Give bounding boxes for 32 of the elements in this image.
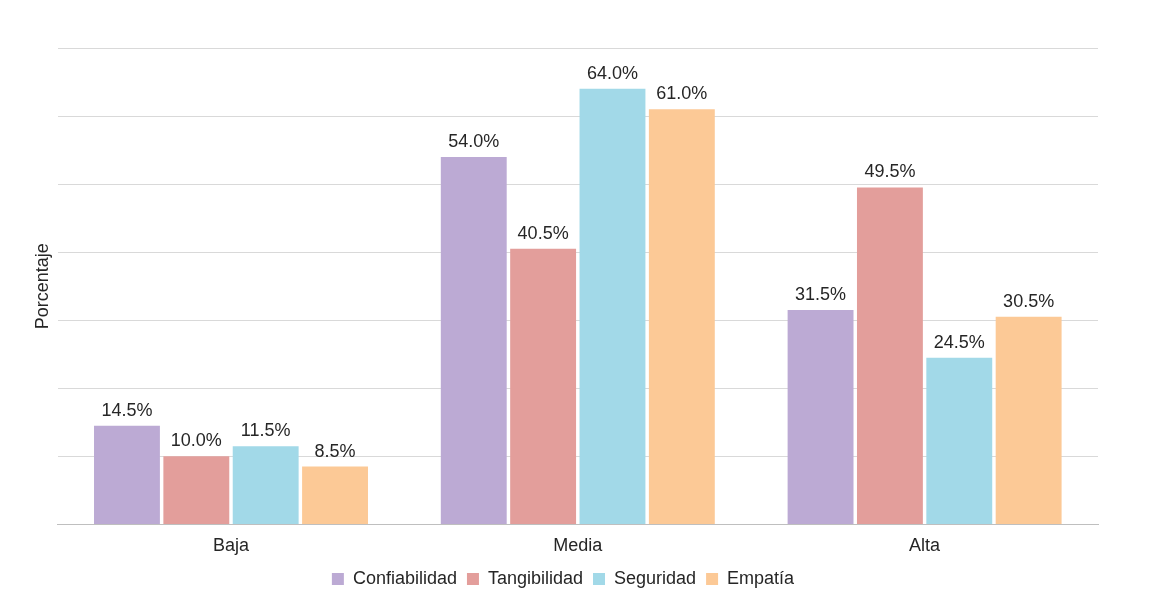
bar	[926, 357, 993, 524]
data-label: 64.0%	[586, 62, 638, 83]
data-label: 31.5%	[795, 283, 847, 304]
legend-label: Empatía	[727, 567, 796, 588]
bar	[163, 456, 230, 524]
data-label: 24.5%	[933, 331, 985, 352]
bar	[302, 466, 368, 524]
bar	[440, 156, 507, 524]
x-tick-label: Alta	[909, 535, 942, 556]
bar	[856, 187, 923, 524]
y-axis-title: Porcentaje	[31, 243, 52, 330]
bar	[94, 425, 160, 524]
data-label: 40.5%	[517, 222, 569, 243]
data-label: 8.5%	[314, 440, 356, 461]
legend-label: Confiabilidad	[352, 567, 457, 588]
bar	[995, 316, 1062, 524]
bar	[787, 310, 854, 524]
data-label: 61.0%	[656, 83, 708, 104]
x-tick-label: Media	[553, 535, 604, 556]
x-tick-label: Baja	[212, 535, 250, 556]
bar	[232, 446, 299, 524]
bar	[579, 88, 646, 524]
legend-label: Tangibilidad	[487, 567, 584, 588]
legend-label: Seguridad	[614, 567, 697, 588]
data-label: 14.5%	[101, 399, 153, 420]
bar	[648, 109, 715, 524]
data-label: 11.5%	[240, 420, 291, 441]
bar	[510, 248, 577, 524]
data-label: 49.5%	[864, 161, 916, 182]
data-label: 30.5%	[1003, 290, 1055, 311]
data-label: 10.0%	[170, 430, 222, 451]
data-label: 54.0%	[448, 130, 500, 151]
